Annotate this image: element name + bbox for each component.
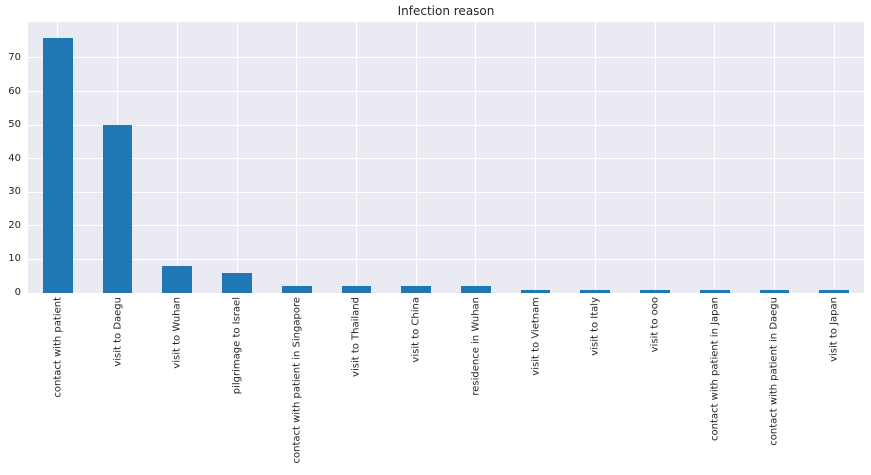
v-gridline [176,22,178,293]
y-tick-label: 40 [8,152,21,164]
h-gridline-10 [28,258,864,260]
v-gridline [296,22,298,293]
v-gridline [236,22,238,293]
x-tick-label: contact with patient [52,297,64,398]
bar-residence-in-Wuhan [460,286,491,293]
x-tick-label: visit to Vietnam [530,297,542,376]
bar-visit-to-Thailand [341,286,372,293]
h-gridline-20 [28,225,864,227]
v-gridline [475,22,477,293]
y-tick-label: 50 [8,119,21,131]
v-gridline [833,22,835,293]
y-tick-label: 30 [8,186,21,198]
y-tick-label: 0 [14,287,21,298]
bar-visit-to-ooo [640,289,670,293]
bar-pilgrimage-to-Israel [222,272,252,293]
x-tick-label: visit to Wuhan [171,297,183,369]
h-gridline-40 [28,158,864,160]
h-gridline-0 [28,292,864,294]
bar-visit-to-Daegu [102,125,133,293]
y-tick-label: 20 [8,219,21,231]
h-gridline-70 [28,57,864,59]
y-tick-label: 10 [8,253,21,265]
x-tick-label: contact with patient in Japan [709,297,721,441]
bar-contact-with-patient-in-Japan [699,289,730,293]
x-tick-label: residence in Wuhan [470,297,482,396]
y-tick-label: 60 [8,85,21,97]
x-tick-label: visit to ooo [649,297,661,353]
bar-contact-with-patient-in-Singapore [281,286,312,293]
v-gridline [773,22,775,293]
h-gridline-60 [28,91,864,92]
x-tick-label: visit to Thailand [350,297,362,377]
h-gridline-30 [28,191,864,193]
x-tick-label: contact with patient in Singapore [291,297,303,464]
x-tick-label: pilgrimage to Israel [231,297,243,395]
h-gridline-50 [28,124,864,126]
x-tick-label: visit to Italy [589,297,601,356]
v-gridline [415,22,417,293]
v-gridline [714,22,716,293]
bar-contact-with-patient-in-Daegu [759,289,790,293]
chart-title: Infection reason [397,4,495,18]
x-tick-label: contact with patient in Daegu [768,297,780,446]
bar-contact-with-patient [42,37,73,293]
v-gridline [355,22,357,293]
bar-visit-to-Wuhan [162,266,193,293]
y-tick-label: 70 [8,51,21,63]
bar-visit-to-Vietnam [520,289,551,293]
v-gridline [594,22,596,293]
bar-visit-to-Japan [819,289,850,293]
x-tick-label: visit to Japan [828,297,840,362]
bar-visit-to-China [401,286,432,293]
x-tick-label: visit to China [410,297,422,363]
x-tick-label: visit to Daegu [112,297,124,367]
plot-area [28,22,864,294]
v-gridline [535,22,537,293]
bar-visit-to-Italy [580,289,611,293]
v-gridline [654,22,656,293]
